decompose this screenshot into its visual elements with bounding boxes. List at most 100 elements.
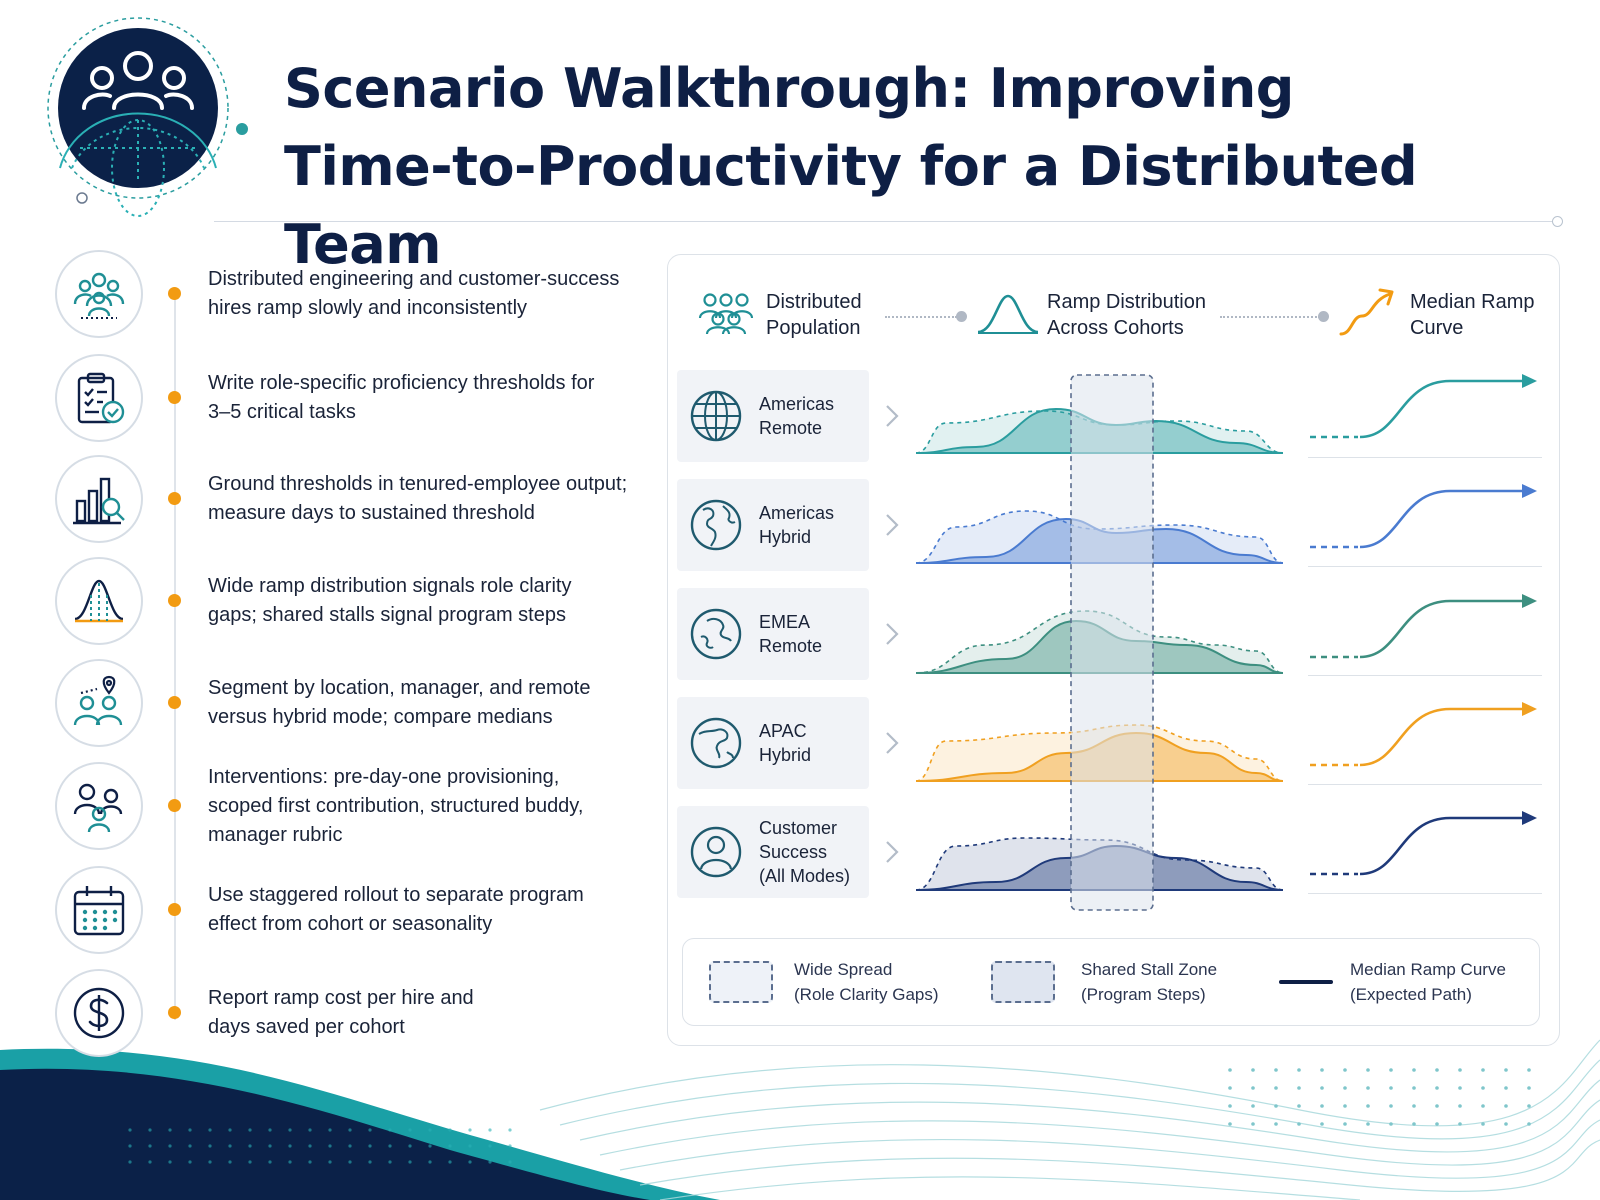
decorative-dot: [388, 1160, 392, 1164]
header-connector: [1220, 316, 1320, 318]
stall-zone-label-line1: Shared Stall Zone: [1081, 960, 1218, 979]
median-curve-line: [1359, 599, 1525, 659]
step-4-text: Wide ramp distribution signals role clar…: [208, 572, 648, 630]
decorative-dot: [348, 1144, 352, 1148]
decorative-dot: [208, 1160, 212, 1164]
bell-curve-icon: [74, 579, 124, 623]
step-6-text: Interventions: pre-day-one provisioning,…: [208, 763, 648, 850]
cohort-label: Americas Remote: [759, 392, 834, 440]
decorative-dot: [1320, 1068, 1324, 1072]
decorative-dot: [1343, 1068, 1347, 1072]
step-text-line: scoped first contribution, structured bu…: [208, 794, 584, 817]
decorative-dot: [488, 1144, 492, 1148]
decorative-dot: [268, 1128, 272, 1132]
decorative-dot: [128, 1144, 132, 1148]
decorative-dot: [368, 1160, 372, 1164]
decorative-dot: [148, 1144, 152, 1148]
decorative-dot: [268, 1144, 272, 1148]
decorative-dot: [168, 1128, 172, 1132]
step-1-bullet: [168, 287, 181, 300]
step-text-line: effect from cohort or seasonality: [208, 913, 493, 935]
median-ramp-curve: [1310, 702, 1537, 767]
cohort-label: Americas Hybrid: [759, 501, 834, 549]
step-1-icon-circle: [55, 250, 143, 338]
median-curve-label-line1: Median Ramp Curve: [1350, 960, 1506, 979]
decorative-dot: [368, 1128, 372, 1132]
globe-grid-icon: [690, 390, 742, 442]
decorative-dot: [1435, 1122, 1439, 1126]
decorative-dot: [468, 1144, 472, 1148]
cohort-label-line: Customer: [759, 818, 838, 838]
arrowhead-icon: [1522, 484, 1537, 498]
decorative-dot: [488, 1160, 492, 1164]
step-text-line: manager rubric: [208, 823, 343, 846]
step-5-icon-circle: [55, 659, 143, 747]
step-8-icon-circle: [55, 969, 143, 1057]
step-4-icon-circle: [55, 557, 143, 645]
stall-zone-label: Shared Stall Zone (Program Steps): [1081, 957, 1217, 1007]
cohort-label-line: Remote: [759, 418, 823, 438]
decorative-dot: [1389, 1104, 1393, 1108]
title-line-2: Time-to-Productivity for a Distributed T…: [284, 135, 1418, 276]
people-icon: [698, 293, 754, 335]
decorative-dot: [1481, 1104, 1485, 1108]
header-connector: [885, 316, 957, 318]
decorative-dot: [1504, 1104, 1508, 1108]
decorative-dot: [288, 1160, 292, 1164]
decorative-dot: [1389, 1086, 1393, 1090]
step-5-text: Segment by location, manager, and remote…: [208, 674, 648, 732]
decorative-dot: [1458, 1068, 1462, 1072]
step-text-line: Wide ramp distribution signals role clar…: [208, 575, 572, 597]
decorative-dot: [408, 1144, 412, 1148]
step-7-icon-circle: [55, 866, 143, 954]
arrowhead-icon: [1522, 702, 1537, 716]
bell-curve-icon: [977, 294, 1039, 334]
decorative-dot: [1366, 1104, 1370, 1108]
column-header-distribution-line2: Across Cohorts: [1047, 317, 1184, 339]
decorative-dot: [448, 1128, 452, 1132]
step-8-text: Report ramp cost per hire and days saved …: [208, 984, 648, 1042]
median-curve-line: [1359, 489, 1525, 549]
decorative-dot: [248, 1160, 252, 1164]
divider-end-dot: [1552, 216, 1563, 227]
decorative-dot: [288, 1128, 292, 1132]
decorative-dot: [1435, 1104, 1439, 1108]
decorative-dot: [1412, 1104, 1416, 1108]
cohort-label-line: Hybrid: [759, 527, 812, 547]
decorative-dot: [1297, 1068, 1301, 1072]
median-curve-line: [1359, 707, 1525, 767]
step-6-bullet: [168, 799, 181, 812]
arrowhead-icon: [1522, 594, 1537, 608]
decorative-dot: [1366, 1122, 1370, 1126]
median-ramp-curve: [1310, 374, 1537, 439]
step-5-bullet: [168, 696, 181, 709]
diagram-legend: Wide Spread (Role Clarity Gaps) Shared S…: [682, 938, 1540, 1026]
wide-spread-label-line1: Wide Spread: [794, 960, 893, 979]
decorative-dot: [1251, 1068, 1255, 1072]
globe-europe-icon: [690, 608, 742, 660]
decorative-dot: [1527, 1104, 1531, 1108]
step-3-icon-circle: [55, 455, 143, 543]
cohort-label: Customer Success (All Modes): [759, 816, 850, 888]
decorative-dot: [508, 1128, 512, 1132]
decorative-dot: [1343, 1086, 1347, 1090]
decorative-dot: [1297, 1122, 1301, 1126]
decorative-dot: [328, 1128, 332, 1132]
step-text-line: 3–5 critical tasks: [208, 401, 356, 423]
decorative-dot: [188, 1144, 192, 1148]
row-divider: [1308, 675, 1542, 676]
decorative-dot: [1228, 1068, 1232, 1072]
stall-zone-label-line2: (Program Steps): [1081, 985, 1206, 1004]
decorative-dot: [1527, 1086, 1531, 1090]
decorative-dot: [468, 1128, 472, 1132]
step-7-bullet: [168, 903, 181, 916]
median-curve-line: [1359, 816, 1525, 876]
arrowhead-icon: [1522, 374, 1537, 388]
chevron-right-icon: [886, 623, 899, 645]
column-header-population-line1: Distributed: [766, 291, 862, 313]
step-text-line: Distributed engineering and customer-suc…: [208, 268, 620, 290]
decorative-dot: [1458, 1104, 1462, 1108]
header-connector-dot: [1318, 311, 1329, 322]
page-title: Scenario Walkthrough: Improving Time-to-…: [284, 50, 1564, 284]
